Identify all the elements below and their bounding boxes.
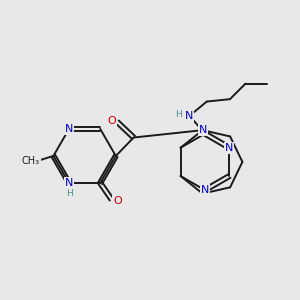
Text: N: N [65, 178, 73, 188]
Text: N: N [65, 124, 73, 134]
Text: N: N [185, 111, 194, 121]
Text: H: H [175, 110, 181, 119]
Text: N: N [198, 125, 207, 135]
Text: N: N [225, 143, 234, 153]
Text: O: O [107, 116, 116, 126]
Text: H: H [66, 190, 73, 199]
Text: N: N [201, 185, 209, 195]
Text: O: O [113, 196, 122, 206]
Text: CH₃: CH₃ [22, 156, 40, 166]
